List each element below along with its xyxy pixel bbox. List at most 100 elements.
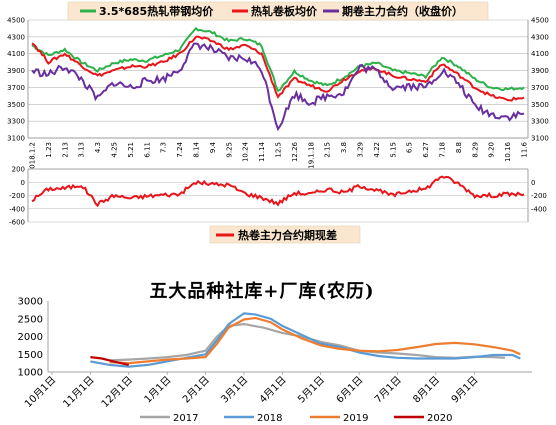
- chart1-y-tick-right: 4300: [531, 33, 549, 41]
- chart1-x-ticks: 2018.1.2 1.23 2.13 3.13 4.3 4.25 5.21 6.11 7.3 7.…: [29, 141, 529, 177]
- chart1-x-tick: 6.27: [422, 142, 430, 158]
- chart3-x-tick: 9月1日: [449, 374, 481, 406]
- chart1-x-tick: 7.24: [176, 141, 184, 157]
- chart2-series-line: [31, 175, 525, 208]
- chart1-x-tick: 5.21: [127, 142, 135, 158]
- chart1-x-tick: 4.25: [111, 142, 119, 158]
- chart2-y-ticks-right: 0 -200 -400: [531, 179, 547, 214]
- chart2-y-tick-left: 0: [21, 179, 25, 187]
- chart1-x-tick: 9.25: [225, 142, 233, 158]
- chart2-y-tick-left: 200: [12, 166, 25, 174]
- chart3-x-tick: 2月1日: [180, 374, 212, 406]
- chart1-series-line: [31, 42, 525, 132]
- chart3-series-line: [109, 323, 506, 362]
- chart2-y-tick-left: -200: [9, 192, 25, 200]
- chart1-legend: 3.5*685热轧带钢均价 热轧卷板均价 期卷主力合约（收盘价）: [67, 1, 489, 21]
- chart1-x-tick: 2018.1.2: [29, 142, 37, 173]
- chart1-y-tick-right: 3500: [531, 101, 549, 109]
- chart1-x-tick: 4.3: [94, 142, 102, 153]
- chart3-title: 五大品种社库+厂库(农历): [149, 280, 374, 302]
- chart3-y-tick: 1500: [18, 350, 43, 361]
- chart2-y-tick-right: -200: [531, 192, 547, 200]
- chart1-x-tick: 3.29: [357, 142, 365, 158]
- chart1-x-tick: 7.3: [160, 142, 168, 153]
- chart1-series-line: [31, 35, 525, 102]
- chart1-y-tick-right: 3100: [531, 135, 549, 143]
- chart1-y-tick-right: 3300: [531, 118, 549, 126]
- legend-label-basis: 热卷主力合约期现差: [238, 228, 337, 242]
- chart3-legend-label: 2018: [257, 413, 282, 424]
- chart1-x-tick: 12.26: [291, 141, 299, 162]
- chart1-x-tick: 8.29: [471, 142, 479, 158]
- chart2-y-tick-right: -400: [531, 205, 547, 213]
- chart1-x-tick: 9.20: [488, 142, 496, 158]
- chart3-x-tick: 7月1日: [372, 374, 404, 406]
- chart1-y-tick-left: 3900: [7, 67, 25, 75]
- chart3-y-tick: 2000: [18, 332, 43, 343]
- chart3-y-ticks: 1000 1500 2000 2500 3000: [18, 297, 43, 379]
- legend-label-futures: 期卷主力合约（收盘价）: [342, 4, 463, 18]
- chart1-x-tick: 3.8: [340, 142, 348, 153]
- chart3-x-tick: 6月1日: [334, 374, 366, 406]
- chart1-x-tick: 10.24: [242, 141, 250, 162]
- chart1-x-tick: 2.15: [324, 142, 332, 158]
- legend-label-strip: 3.5*685热轧带钢均价: [99, 4, 214, 18]
- chart1-x-tick: 7.18: [439, 142, 447, 158]
- chart1-x-tick: 6.11: [143, 142, 151, 158]
- chart3-x-tick: 12月1日: [99, 374, 135, 410]
- chart1-y-tick-right: 3700: [531, 84, 549, 92]
- chart1-plot-bg: [28, 20, 528, 138]
- chart3-series: [90, 312, 521, 368]
- chart3-x-tick: 4月1日: [257, 374, 289, 406]
- chart2-y-tick-left: -400: [9, 205, 25, 213]
- chart3-x-tick: 3月1日: [219, 374, 251, 406]
- chart2-legend: 热卷主力合约期现差: [209, 225, 361, 244]
- chart2-series: [31, 175, 525, 208]
- chart3-x-tick: 10月1日: [22, 374, 58, 410]
- chart1-x-tick: 1.23: [45, 142, 53, 158]
- chart1-y-ticks-right: 3100 3300 3500 3700 3900 4100 4300 4500: [531, 17, 549, 143]
- chart3-axis: [47, 301, 532, 375]
- chart1-x-tick: 5.15: [389, 142, 397, 158]
- chart1-y-tick-left: 3100: [7, 135, 25, 143]
- chart1-y-ticks-left: 3100 3300 3500 3700 3900 4100 4300 4500: [7, 17, 25, 143]
- chart1-x-tick: 9.4: [209, 141, 217, 153]
- chart1-y-tick-left: 3300: [7, 118, 25, 126]
- chart1-x-tick: 10.16: [504, 141, 512, 162]
- chart3-x-tick: 5月1日: [295, 374, 327, 406]
- chart1-x-tick: 11.14: [258, 141, 266, 162]
- legend-label-hrc: 热轧卷板均价: [251, 4, 318, 18]
- chart2-y-tick-left: -600: [9, 219, 25, 227]
- chart3-x-tick: 11月1日: [61, 374, 97, 410]
- chart1-y-tick-right: 4100: [531, 50, 549, 58]
- chart1-y-tick-left: 3500: [7, 101, 25, 109]
- chart2-y-tick-right: 0: [531, 179, 535, 187]
- chart1-axis: [27, 20, 529, 139]
- chart1-series: [31, 26, 525, 132]
- chart3-legend-label: 2019: [343, 413, 368, 424]
- chart1-y-tick-left: 4100: [7, 50, 25, 58]
- chart1-y-tick-left: 4500: [7, 17, 25, 25]
- chart1-x-tick: 8.14: [193, 141, 201, 157]
- chart3-legend-label: 2017: [173, 413, 198, 424]
- chart1-x-tick: 2.13: [61, 142, 69, 158]
- chart1-x-tick: 3.13: [78, 142, 86, 158]
- chart3-series-line: [109, 316, 521, 365]
- chart1-y-tick-right: 3900: [531, 67, 549, 75]
- chart1-x-tick: 11.6: [521, 141, 529, 157]
- chart3-x-ticks: 10月1日 11月1日 12月1日 1月1日 2月1日 3月1日 4月1日 5月1日 6月1日 7…: [22, 374, 480, 410]
- chart1-x-tick: 8.8: [455, 142, 463, 153]
- chart3-x-tick: 1月1日: [142, 374, 174, 406]
- chart1-x-tick: 12.5: [275, 142, 283, 158]
- chart1-y-tick-left: 3700: [7, 84, 25, 92]
- chart3-y-tick: 3000: [18, 297, 43, 308]
- chart1-y-tick-right: 4500: [531, 17, 549, 25]
- chart3-y-tick: 1000: [18, 368, 43, 379]
- chart3-y-tick: 2500: [18, 314, 43, 325]
- chart1-series-line: [31, 26, 525, 93]
- chart3-series-line: [90, 312, 521, 368]
- chart1-x-tick: 2019.1.18: [307, 142, 315, 178]
- chart3-legend: 2017 2018 2019 2020: [140, 413, 452, 424]
- chart1-y-tick-left: 4300: [7, 33, 25, 41]
